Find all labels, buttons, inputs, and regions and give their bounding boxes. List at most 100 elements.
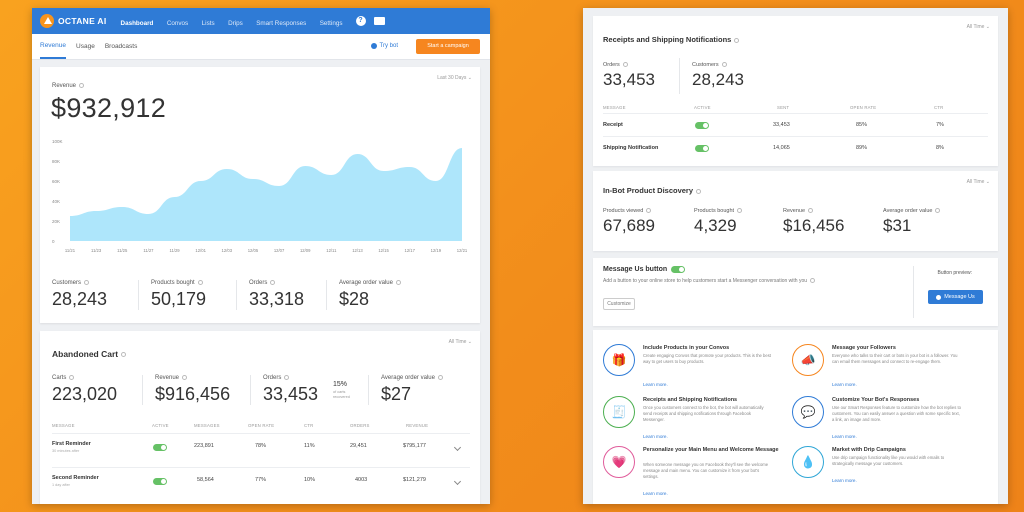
toggle-switch[interactable] (695, 145, 709, 152)
table-row[interactable]: Receipt 33,453 85% 7% (603, 113, 988, 135)
feature-customize-responses[interactable]: 💬 Customize Your Bot's Responses Use our… (792, 396, 977, 442)
stat-orders: Orders 33,453 15% of carts recovered (250, 375, 368, 406)
row-sub: 1 day after (52, 483, 70, 487)
info-icon (182, 375, 188, 380)
features-card: 🎁 Include Products in your Convos Create… (593, 330, 998, 504)
row-sent: 33,453 (773, 122, 790, 128)
row-name: Second Reminder (52, 475, 99, 481)
y-tick-label: 100K (52, 139, 63, 144)
stat-label: Average order value (381, 375, 435, 382)
heart-icon: 💗 (603, 446, 635, 478)
row-name: Shipping Notification (603, 145, 659, 151)
nav-convos[interactable]: Convos (166, 20, 189, 27)
x-tick-label: 11/25 (117, 248, 128, 253)
row-ctr: 10% (304, 477, 316, 483)
edit-icon[interactable] (453, 443, 462, 452)
feature-desc: Create engaging Convos that promote your… (643, 353, 771, 364)
stat-label: Carts (52, 375, 67, 382)
row-open-rate: 89% (856, 145, 868, 151)
message-us-toggle[interactable] (671, 266, 686, 273)
table-row[interactable]: Second Reminder 1 day after 58,564 77% 1… (52, 467, 470, 495)
nav-lists[interactable]: Lists (201, 20, 215, 27)
learn-more-link[interactable]: Learn more. (643, 491, 668, 496)
revenue-label: Revenue (52, 83, 77, 90)
product-discovery-card: In-Bot Product Discovery All Time ⌄ Prod… (593, 171, 998, 251)
tab-usage[interactable]: Usage (76, 43, 95, 50)
toggle-switch[interactable] (695, 122, 709, 129)
date-range-select[interactable]: All Time ⌄ (448, 339, 472, 345)
row-name: First Reminder (52, 441, 91, 447)
revenue-area (70, 148, 462, 241)
edit-icon[interactable] (453, 477, 462, 486)
nav-settings[interactable]: Settings (319, 20, 343, 27)
x-tick-label: 11/23 (91, 248, 102, 253)
row-messages: 223,891 (194, 443, 214, 449)
mail-icon[interactable] (373, 17, 385, 25)
stat-value: 4,329 (694, 216, 737, 235)
message-us-button[interactable]: Message Us (928, 290, 983, 304)
stat-average-order-value: Average order value $31 (883, 208, 941, 236)
toggle-switch[interactable] (153, 478, 167, 485)
table-row[interactable]: First Reminder 30 minutes after 223,891 … (52, 433, 470, 461)
feature-desc: Once you customers connect to the bot, t… (643, 405, 764, 422)
info-icon (284, 375, 290, 380)
date-range-select[interactable]: Last 30 Days ⌄ (437, 75, 472, 81)
info-icon (935, 208, 941, 214)
learn-more-link[interactable]: Learn more. (832, 478, 857, 483)
info-icon (69, 375, 75, 380)
nav-dashboard[interactable]: Dashboard (120, 20, 154, 27)
stat-value: $16,456 (783, 216, 845, 235)
try-bot-link[interactable]: Try bot (370, 43, 398, 49)
info-icon (737, 208, 743, 214)
stat-revenue: Revenue $916,456 (142, 375, 250, 406)
chat-bubbles-icon: 💬 (792, 396, 824, 428)
stat-orders: Orders 33,453 (603, 62, 655, 90)
feature-drip-campaigns[interactable]: 💧 Market with Drip Campaigns Use drip ca… (792, 446, 977, 492)
feature-personalize-menu[interactable]: 💗 Personalize your Main Menu and Welcome… (603, 446, 788, 500)
nav-drips[interactable]: Drips (228, 20, 243, 27)
tab-revenue[interactable]: Revenue (40, 34, 67, 59)
learn-more-link[interactable]: Learn more. (832, 434, 857, 439)
row-open-rate: 85% (856, 122, 868, 128)
feature-title: Customize Your Bot's Responses (832, 397, 920, 403)
learn-more-link[interactable]: Learn more. (643, 434, 668, 439)
col-sent: SENT (777, 105, 790, 110)
learn-more-link[interactable]: Learn more. (643, 382, 668, 387)
y-tick-label: 20K (52, 219, 60, 224)
stat-value: 33,453 (263, 384, 319, 405)
start-campaign-button[interactable]: Start a campaign (416, 39, 480, 54)
stat-products-bought: Products bought 4,329 (694, 208, 743, 236)
receipt-icon: 🧾 (603, 396, 635, 428)
date-range-select[interactable]: All Time ⌄ (966, 24, 990, 30)
sub-tabs: Revenue Usage Broadcasts Try bot Start a… (32, 34, 490, 60)
stat-value: 223,020 (52, 384, 118, 405)
feature-message-followers[interactable]: 📣 Message your Followers Everyone who ta… (792, 344, 977, 390)
active-toggle[interactable] (695, 122, 709, 129)
logo[interactable]: OCTANE AI (40, 14, 107, 28)
learn-more-link[interactable]: Learn more. (832, 382, 857, 387)
toggle-switch[interactable] (153, 444, 167, 451)
stat-products-viewed: Products viewed 67,689 (603, 208, 655, 236)
col-ctr: CTR (304, 423, 314, 428)
stat-label: Products bought (151, 280, 195, 287)
help-icon[interactable]: ? (355, 16, 366, 26)
customize-button[interactable]: Customize (603, 298, 635, 310)
row-open-rate: 77% (255, 477, 267, 483)
stat-orders: Orders 33,318 (236, 280, 326, 311)
active-toggle[interactable] (153, 478, 167, 485)
table-row[interactable]: Shipping Notification 14,065 89% 8% (603, 136, 988, 158)
feature-receipts-shipping[interactable]: 🧾 Receipts and Shipping Notifications On… (603, 396, 788, 442)
feature-desc: Everyone who talks to their cart or bots… (832, 353, 958, 364)
info-icon (84, 280, 90, 285)
row-sent: 14,065 (773, 145, 790, 151)
feature-include-products[interactable]: 🎁 Include Products in your Convos Create… (603, 344, 788, 390)
row-name: Receipt (603, 122, 623, 128)
y-tick-label: 40K (52, 199, 60, 204)
nav-smart-responses[interactable]: Smart Responses (256, 20, 307, 27)
active-toggle[interactable] (695, 145, 709, 152)
col-active: ACTIVE (694, 105, 711, 110)
active-toggle[interactable] (153, 444, 167, 451)
tab-broadcasts[interactable]: Broadcasts (104, 43, 138, 50)
date-range-select[interactable]: All Time ⌄ (966, 179, 990, 185)
range-label: All Time (966, 179, 985, 185)
